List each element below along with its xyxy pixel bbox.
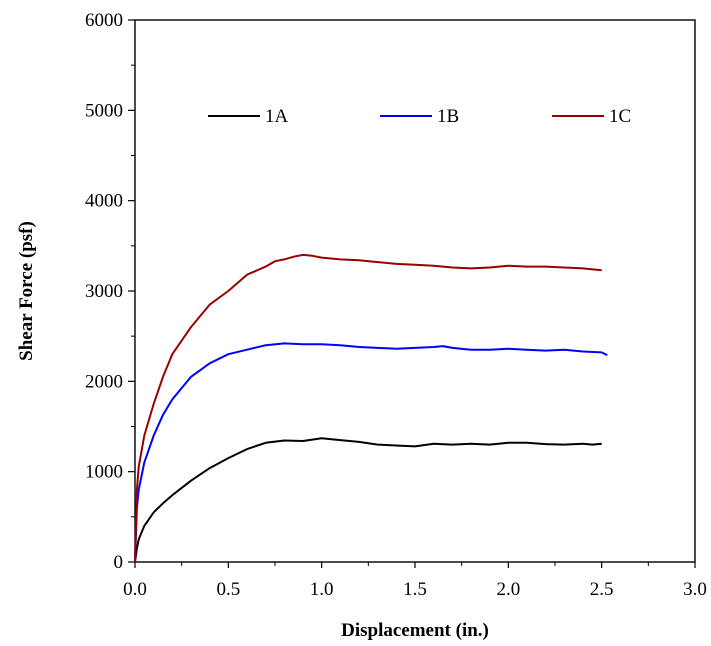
series-line-1b (134, 342, 608, 563)
plot-frame (134, 19, 696, 563)
x-tick-label: 3.0 (683, 579, 707, 600)
y-tick-label: 0 (114, 552, 124, 573)
series-lines (134, 253, 608, 563)
legend-label-1c: 1C (609, 106, 631, 127)
y-tick-label: 6000 (85, 10, 123, 31)
y-tick-label: 3000 (85, 281, 123, 302)
y-axis-title: Shear Force (psf) (16, 221, 37, 361)
y-tick-label: 5000 (85, 100, 123, 121)
series-line-1c (134, 253, 602, 563)
legend-label-1b: 1B (437, 106, 459, 127)
x-tick-label: 1.0 (310, 579, 334, 600)
x-tick-label: 2.5 (590, 579, 614, 600)
y-axis-ticks: 0 1000 2000 3000 4000 5000 6000 (85, 10, 135, 573)
legend: 1A 1B 1C (208, 106, 631, 127)
y-tick-label: 2000 (85, 371, 123, 392)
x-tick-label: 2.0 (496, 579, 520, 600)
x-axis-ticks: 0.0 0.5 1.0 1.5 2.0 2.5 3.0 (123, 562, 707, 600)
legend-label-1a: 1A (265, 106, 289, 127)
series-line-1a (134, 437, 602, 563)
x-tick-label: 1.5 (403, 579, 427, 600)
x-axis-title: Displacement (in.) (341, 620, 489, 641)
y-tick-label: 1000 (85, 462, 123, 483)
y-tick-label: 4000 (85, 191, 123, 212)
x-tick-label: 0.5 (216, 579, 240, 600)
x-tick-label: 0.0 (123, 579, 147, 600)
